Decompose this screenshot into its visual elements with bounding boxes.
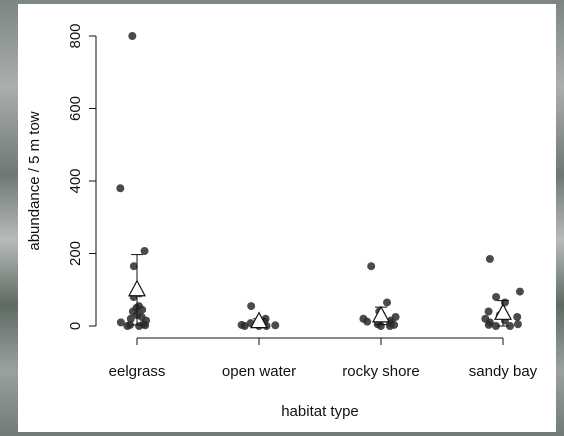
data-point bbox=[240, 322, 249, 330]
x-tick-label: open water bbox=[222, 363, 296, 380]
y-tick-label: 600 bbox=[67, 96, 84, 121]
mean-marker bbox=[372, 305, 390, 323]
data-point bbox=[140, 246, 149, 255]
data-point bbox=[492, 293, 501, 301]
mean-marker bbox=[250, 311, 268, 329]
data-point bbox=[376, 322, 385, 330]
y-axis-label: abundance / 5 m tow bbox=[26, 111, 43, 250]
x-tick-label: sandy bay bbox=[469, 363, 538, 380]
data-point bbox=[485, 254, 494, 263]
data-point bbox=[367, 262, 376, 271]
data-point bbox=[247, 302, 256, 311]
data-point bbox=[484, 320, 493, 329]
data-point bbox=[126, 314, 135, 323]
y-tick-label: 400 bbox=[67, 168, 84, 193]
x-axis-label: habitat type bbox=[281, 403, 359, 420]
data-point bbox=[271, 321, 280, 330]
data-point bbox=[506, 322, 515, 330]
data-point bbox=[138, 305, 147, 314]
x-tick-label: eelgrass bbox=[109, 363, 166, 380]
data-point bbox=[491, 322, 500, 330]
data-point bbox=[484, 307, 493, 316]
panel bbox=[18, 4, 556, 432]
data-point bbox=[385, 322, 394, 330]
x-tick-label: rocky shore bbox=[342, 363, 420, 380]
data-point bbox=[128, 32, 137, 40]
data-point bbox=[513, 320, 522, 329]
data-point bbox=[116, 318, 125, 327]
data-point bbox=[116, 184, 125, 193]
data-point bbox=[123, 322, 132, 330]
data-point bbox=[515, 287, 524, 296]
data-point bbox=[141, 321, 150, 330]
mean-marker bbox=[128, 279, 146, 297]
y-tick-label: 200 bbox=[67, 241, 84, 266]
data-point bbox=[363, 317, 372, 326]
mean-marker bbox=[494, 303, 512, 320]
data-point bbox=[383, 298, 392, 307]
y-tick-label: 0 bbox=[67, 322, 84, 330]
data-point bbox=[513, 312, 522, 321]
data-point bbox=[135, 322, 144, 330]
data-point bbox=[129, 262, 138, 271]
y-tick-label: 800 bbox=[67, 23, 84, 48]
